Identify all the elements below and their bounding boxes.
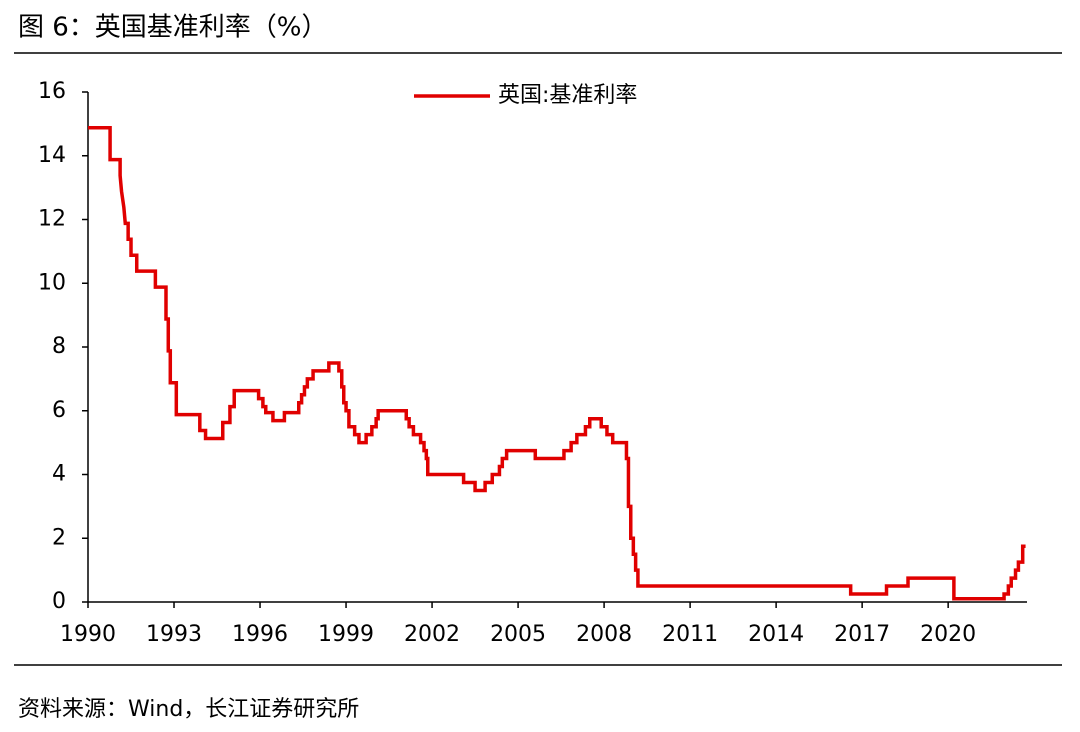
x-tick-label: 2002 — [404, 622, 460, 647]
y-tick-label: 14 — [38, 143, 66, 168]
x-tick-label: 2020 — [920, 622, 976, 647]
source: 资料来源：Wind，长江证券研究所 — [18, 697, 359, 722]
y-tick-label: 16 — [38, 79, 66, 104]
x-tick-label: 1996 — [232, 622, 288, 647]
line — [88, 125, 1026, 601]
x-tick-label: 2011 — [662, 622, 718, 647]
y-tick-label: 12 — [38, 207, 66, 232]
y-tick-label: 0 — [52, 589, 66, 614]
y-tick-label: 2 — [52, 525, 66, 550]
x-tick-label: 1993 — [146, 622, 202, 647]
y-tick-label: 6 — [52, 398, 66, 423]
y-tick-label: 4 — [52, 462, 66, 487]
y-tick-label: 8 — [52, 334, 66, 359]
legend-label: 英国:基准利率 — [498, 83, 637, 108]
y-tick-label: 10 — [38, 270, 66, 295]
x-tick-label: 1990 — [60, 622, 116, 647]
x-tick-label: 2008 — [576, 622, 632, 647]
chart-title: 图 6：英国基准利率（%） — [18, 13, 328, 43]
x-tick-label: 2005 — [490, 622, 546, 647]
x-tick-label: 2017 — [834, 622, 890, 647]
x-tick-label: 2014 — [748, 622, 804, 647]
x-tick-label: 1999 — [318, 622, 374, 647]
